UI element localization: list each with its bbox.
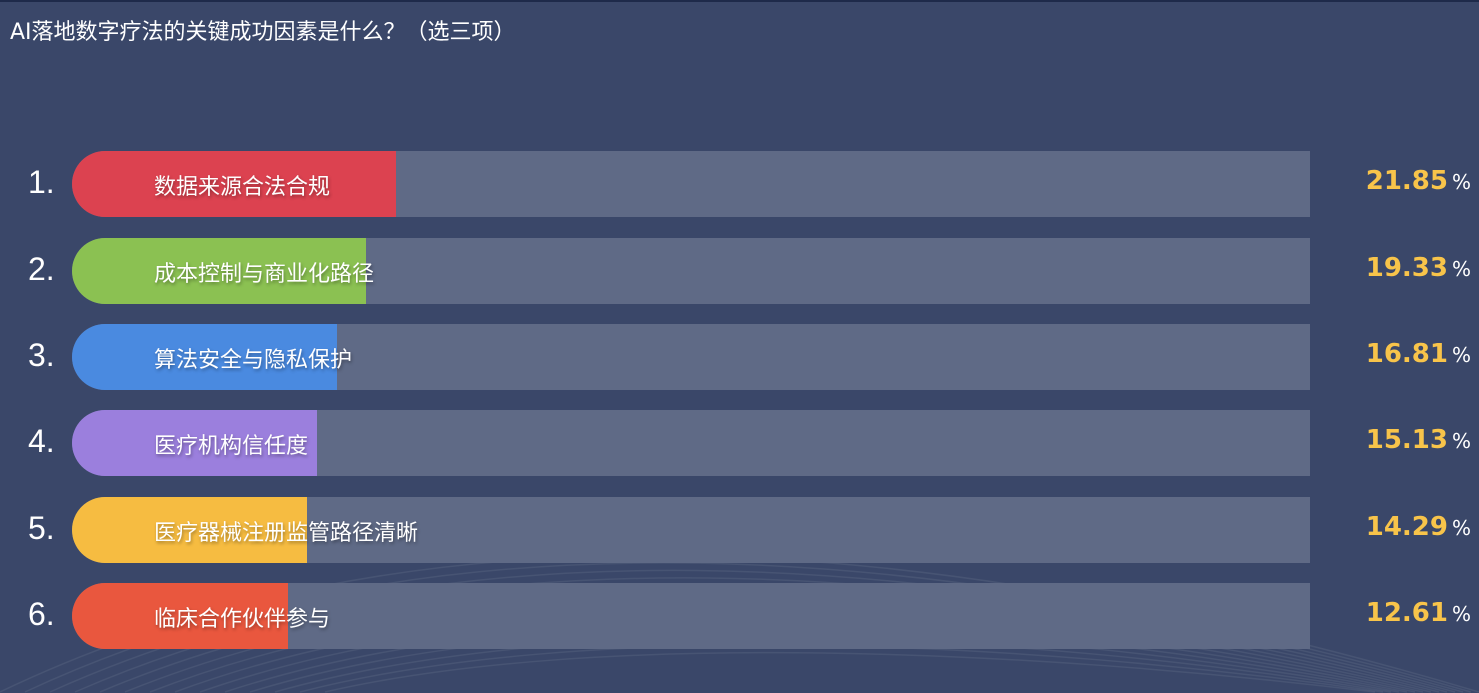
percent-unit: % — [1451, 170, 1471, 194]
value-label: 16.81% — [1366, 339, 1471, 369]
bar-row: 6. 临床合作伙伴参与 12.61% — [0, 583, 1479, 649]
bar-row: 3. 算法安全与隐私保护 16.81% — [0, 324, 1479, 390]
bar-fill — [72, 151, 396, 217]
question-title: AI落地数字疗法的关键成功因素是什么？（选三项） — [10, 20, 516, 45]
percent-unit: % — [1451, 516, 1471, 540]
value-label: 19.33% — [1366, 253, 1471, 283]
percent-unit: % — [1451, 343, 1471, 367]
bar-row: 2. 成本控制与商业化路径 19.33% — [0, 238, 1479, 304]
wave-line — [324, 651, 1376, 693]
bar-fill — [72, 238, 367, 304]
bar-track: 临床合作伙伴参与 — [72, 583, 1310, 649]
bar-label: 临床合作伙伴参与 — [154, 607, 331, 632]
value-number: 19.33 — [1365, 253, 1448, 283]
bar-track: 算法安全与隐私保护 — [72, 324, 1310, 390]
top-border — [0, 0, 1479, 2]
bar-row: 5. 医疗器械注册监管路径清晰 14.29% — [0, 497, 1479, 563]
value-number: 14.29 — [1365, 512, 1448, 542]
bar-fill — [72, 583, 288, 649]
bar-track: 数据来源合法合规 — [72, 151, 1310, 217]
bar-label: 成本控制与商业化路径 — [154, 262, 375, 287]
value-number: 12.61 — [1365, 598, 1448, 628]
bar-row: 4. 医疗机构信任度 15.13% — [0, 410, 1479, 476]
rank-label: 3. — [28, 337, 55, 373]
bar-fill — [72, 497, 308, 563]
percent-unit: % — [1451, 257, 1471, 281]
bar-track: 成本控制与商业化路径 — [72, 238, 1310, 304]
rank-label: 2. — [28, 251, 55, 287]
value-number: 16.81 — [1365, 339, 1448, 369]
value-label: 12.61% — [1366, 598, 1471, 628]
value-number: 21.85 — [1365, 166, 1448, 196]
value-number: 15.13 — [1365, 425, 1448, 455]
bar-label: 算法安全与隐私保护 — [154, 348, 353, 373]
percent-unit: % — [1451, 602, 1471, 626]
rank-label: 5. — [28, 510, 55, 546]
rank-label: 1. — [28, 164, 55, 200]
rank-label: 6. — [28, 596, 55, 632]
value-label: 14.29% — [1366, 512, 1471, 542]
value-label: 15.13% — [1366, 425, 1471, 455]
rank-label: 4. — [28, 423, 55, 459]
percent-unit: % — [1451, 429, 1471, 453]
bar-fill — [72, 410, 318, 476]
bar-label: 医疗机构信任度 — [154, 434, 309, 459]
bar-label: 数据来源合法合规 — [154, 175, 331, 200]
bar-fill — [72, 324, 337, 390]
bar-row: 1. 数据来源合法合规 21.85% — [0, 151, 1479, 217]
bar-track: 医疗机构信任度 — [72, 410, 1310, 476]
bar-track: 医疗器械注册监管路径清晰 — [72, 497, 1310, 563]
bar-label: 医疗器械注册监管路径清晰 — [154, 521, 419, 546]
value-label: 21.85% — [1366, 166, 1471, 196]
